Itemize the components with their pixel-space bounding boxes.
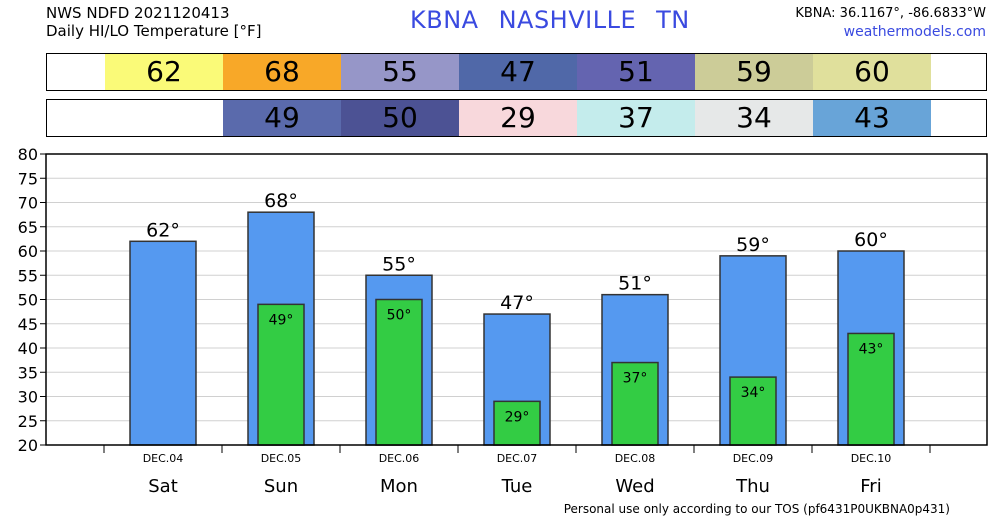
lo-bar bbox=[729, 376, 777, 446]
lo_strip-cell: 43 bbox=[813, 100, 931, 136]
hi_strip-cell: 62 bbox=[105, 54, 223, 90]
hi-bar-label: 68° bbox=[264, 190, 298, 212]
lo_strip-cell: 49 bbox=[223, 100, 341, 136]
lo-bar-label: 43° bbox=[859, 341, 884, 357]
station-heading: KBNA NASHVILLE TN bbox=[410, 6, 710, 34]
hi-bar-label: 60° bbox=[854, 229, 888, 251]
y-tick-label: 75 bbox=[18, 169, 38, 188]
hi_strip-cell: 60 bbox=[813, 54, 931, 90]
hi-temperature-strip: 62 68 55 47 51 59 60 bbox=[46, 53, 987, 91]
lo-bar bbox=[493, 400, 541, 446]
chart-title: Daily HI/LO Temperature [°F] bbox=[46, 22, 262, 40]
hi-bar-label: 59° bbox=[736, 234, 770, 256]
y-tick-label: 30 bbox=[18, 388, 38, 407]
station-id: KBNA bbox=[410, 6, 479, 34]
lo-bar-label: 29° bbox=[505, 409, 530, 425]
y-tick-label: 55 bbox=[18, 266, 38, 285]
lo-bar bbox=[611, 361, 659, 446]
x-date-label: DEC.07 bbox=[497, 452, 538, 465]
hi-bar-label: 62° bbox=[146, 219, 180, 241]
lo-bar-label: 37° bbox=[623, 371, 648, 387]
lo-temperature-strip: 49 50 29 37 34 43 bbox=[46, 99, 987, 137]
y-tick-label: 35 bbox=[18, 363, 38, 382]
footer-note: Personal use only according to our TOS (… bbox=[563, 502, 950, 516]
y-tick-label: 25 bbox=[18, 412, 38, 431]
x-day-label: Thu bbox=[735, 476, 770, 497]
hi_strip-cell: 68 bbox=[223, 54, 341, 90]
station-state: TN bbox=[656, 6, 690, 34]
hi_strip-cell: 55 bbox=[341, 54, 459, 90]
hi-bar-label: 55° bbox=[382, 253, 416, 275]
lo_strip-cell: 50 bbox=[341, 100, 459, 136]
x-date-label: DEC.09 bbox=[733, 452, 774, 465]
x-day-label: Wed bbox=[615, 476, 654, 497]
site-link[interactable]: weathermodels.com bbox=[843, 24, 986, 40]
y-tick-label: 45 bbox=[18, 315, 38, 334]
x-day-label: Sun bbox=[264, 476, 298, 497]
x-day-label: Fri bbox=[860, 476, 881, 497]
hi-bar-label: 51° bbox=[618, 273, 652, 295]
product-label: NWS NDFD 2021120413 bbox=[46, 4, 230, 22]
y-tick-label: 80 bbox=[18, 145, 38, 164]
y-tick-label: 20 bbox=[18, 436, 38, 455]
lo-bar-label: 34° bbox=[741, 385, 766, 401]
y-tick-label: 60 bbox=[18, 242, 38, 261]
lo_strip-cell: 37 bbox=[577, 100, 695, 136]
y-tick-label: 65 bbox=[18, 218, 38, 237]
lo-bar bbox=[375, 298, 423, 446]
x-date-label: DEC.04 bbox=[143, 452, 184, 465]
station-name: NASHVILLE bbox=[498, 6, 637, 34]
lo_strip-cell: 29 bbox=[459, 100, 577, 136]
hi_strip-cell: 51 bbox=[577, 54, 695, 90]
hi-bar-label: 47° bbox=[500, 292, 534, 314]
x-date-label: DEC.06 bbox=[379, 452, 420, 465]
x-date-label: DEC.05 bbox=[261, 452, 302, 465]
x-day-label: Tue bbox=[501, 476, 533, 497]
station-coordinates: KBNA: 36.1167°, -86.6833°W bbox=[795, 6, 986, 21]
hi_strip-cell: 59 bbox=[695, 54, 813, 90]
lo_strip-cell: 34 bbox=[695, 100, 813, 136]
x-day-label: Sat bbox=[148, 476, 178, 497]
lo-bar bbox=[847, 332, 895, 446]
y-tick-label: 50 bbox=[18, 291, 38, 310]
plot-border bbox=[45, 153, 988, 446]
y-tick-label: 40 bbox=[18, 339, 38, 358]
hi_strip-cell: 47 bbox=[459, 54, 577, 90]
y-tick-label: 70 bbox=[18, 194, 38, 213]
x-date-label: DEC.10 bbox=[851, 452, 892, 465]
hi-bar bbox=[129, 240, 197, 446]
x-day-label: Mon bbox=[380, 476, 418, 497]
x-date-label: DEC.08 bbox=[615, 452, 656, 465]
lo-bar-label: 50° bbox=[387, 308, 412, 324]
lo-bar-label: 49° bbox=[269, 312, 294, 328]
